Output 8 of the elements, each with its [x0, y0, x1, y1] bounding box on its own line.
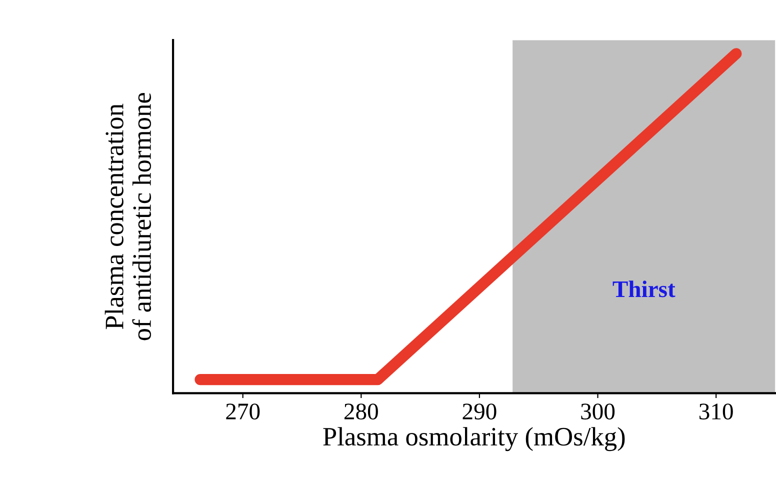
x-tick-label: 310	[699, 404, 733, 420]
x-tick-label: 290	[462, 404, 496, 420]
band-label: Thirst	[612, 280, 676, 298]
x-tick-label: 300	[581, 404, 615, 420]
x-axis-title: Plasma osmolarity (mOs/kg)	[323, 427, 625, 452]
x-tick-label: 270	[226, 404, 260, 420]
y-axis-title: Plasma concentration of antidiuretic hormone	[104, 92, 152, 340]
x-tick-label: 280	[344, 404, 378, 420]
